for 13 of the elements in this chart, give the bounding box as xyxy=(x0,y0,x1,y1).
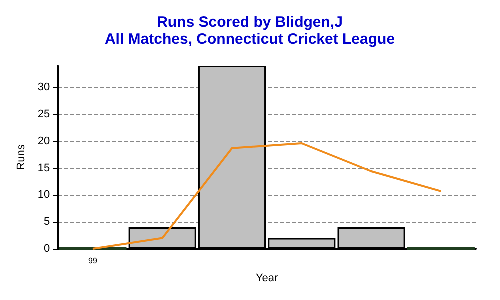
chart-subtitle: All Matches, Connecticut Cricket League xyxy=(104,31,396,48)
y-tick-label: 10 xyxy=(38,189,50,202)
y-tick-label: 15 xyxy=(38,162,50,174)
x-tick-label: 99 xyxy=(88,256,98,266)
x-axis-title: Year xyxy=(256,272,279,284)
y-tick-label: 20 xyxy=(38,135,50,148)
chart-title: Runs Scored by Blidgen,J xyxy=(157,14,343,31)
y-tick-label: 0 xyxy=(44,243,50,255)
y-axis-title: Runs xyxy=(16,144,28,170)
line-series xyxy=(92,142,442,250)
y-tick-label: 25 xyxy=(38,108,50,120)
y-tick-label: 5 xyxy=(44,216,50,228)
y-tick-label: 30 xyxy=(38,82,50,94)
